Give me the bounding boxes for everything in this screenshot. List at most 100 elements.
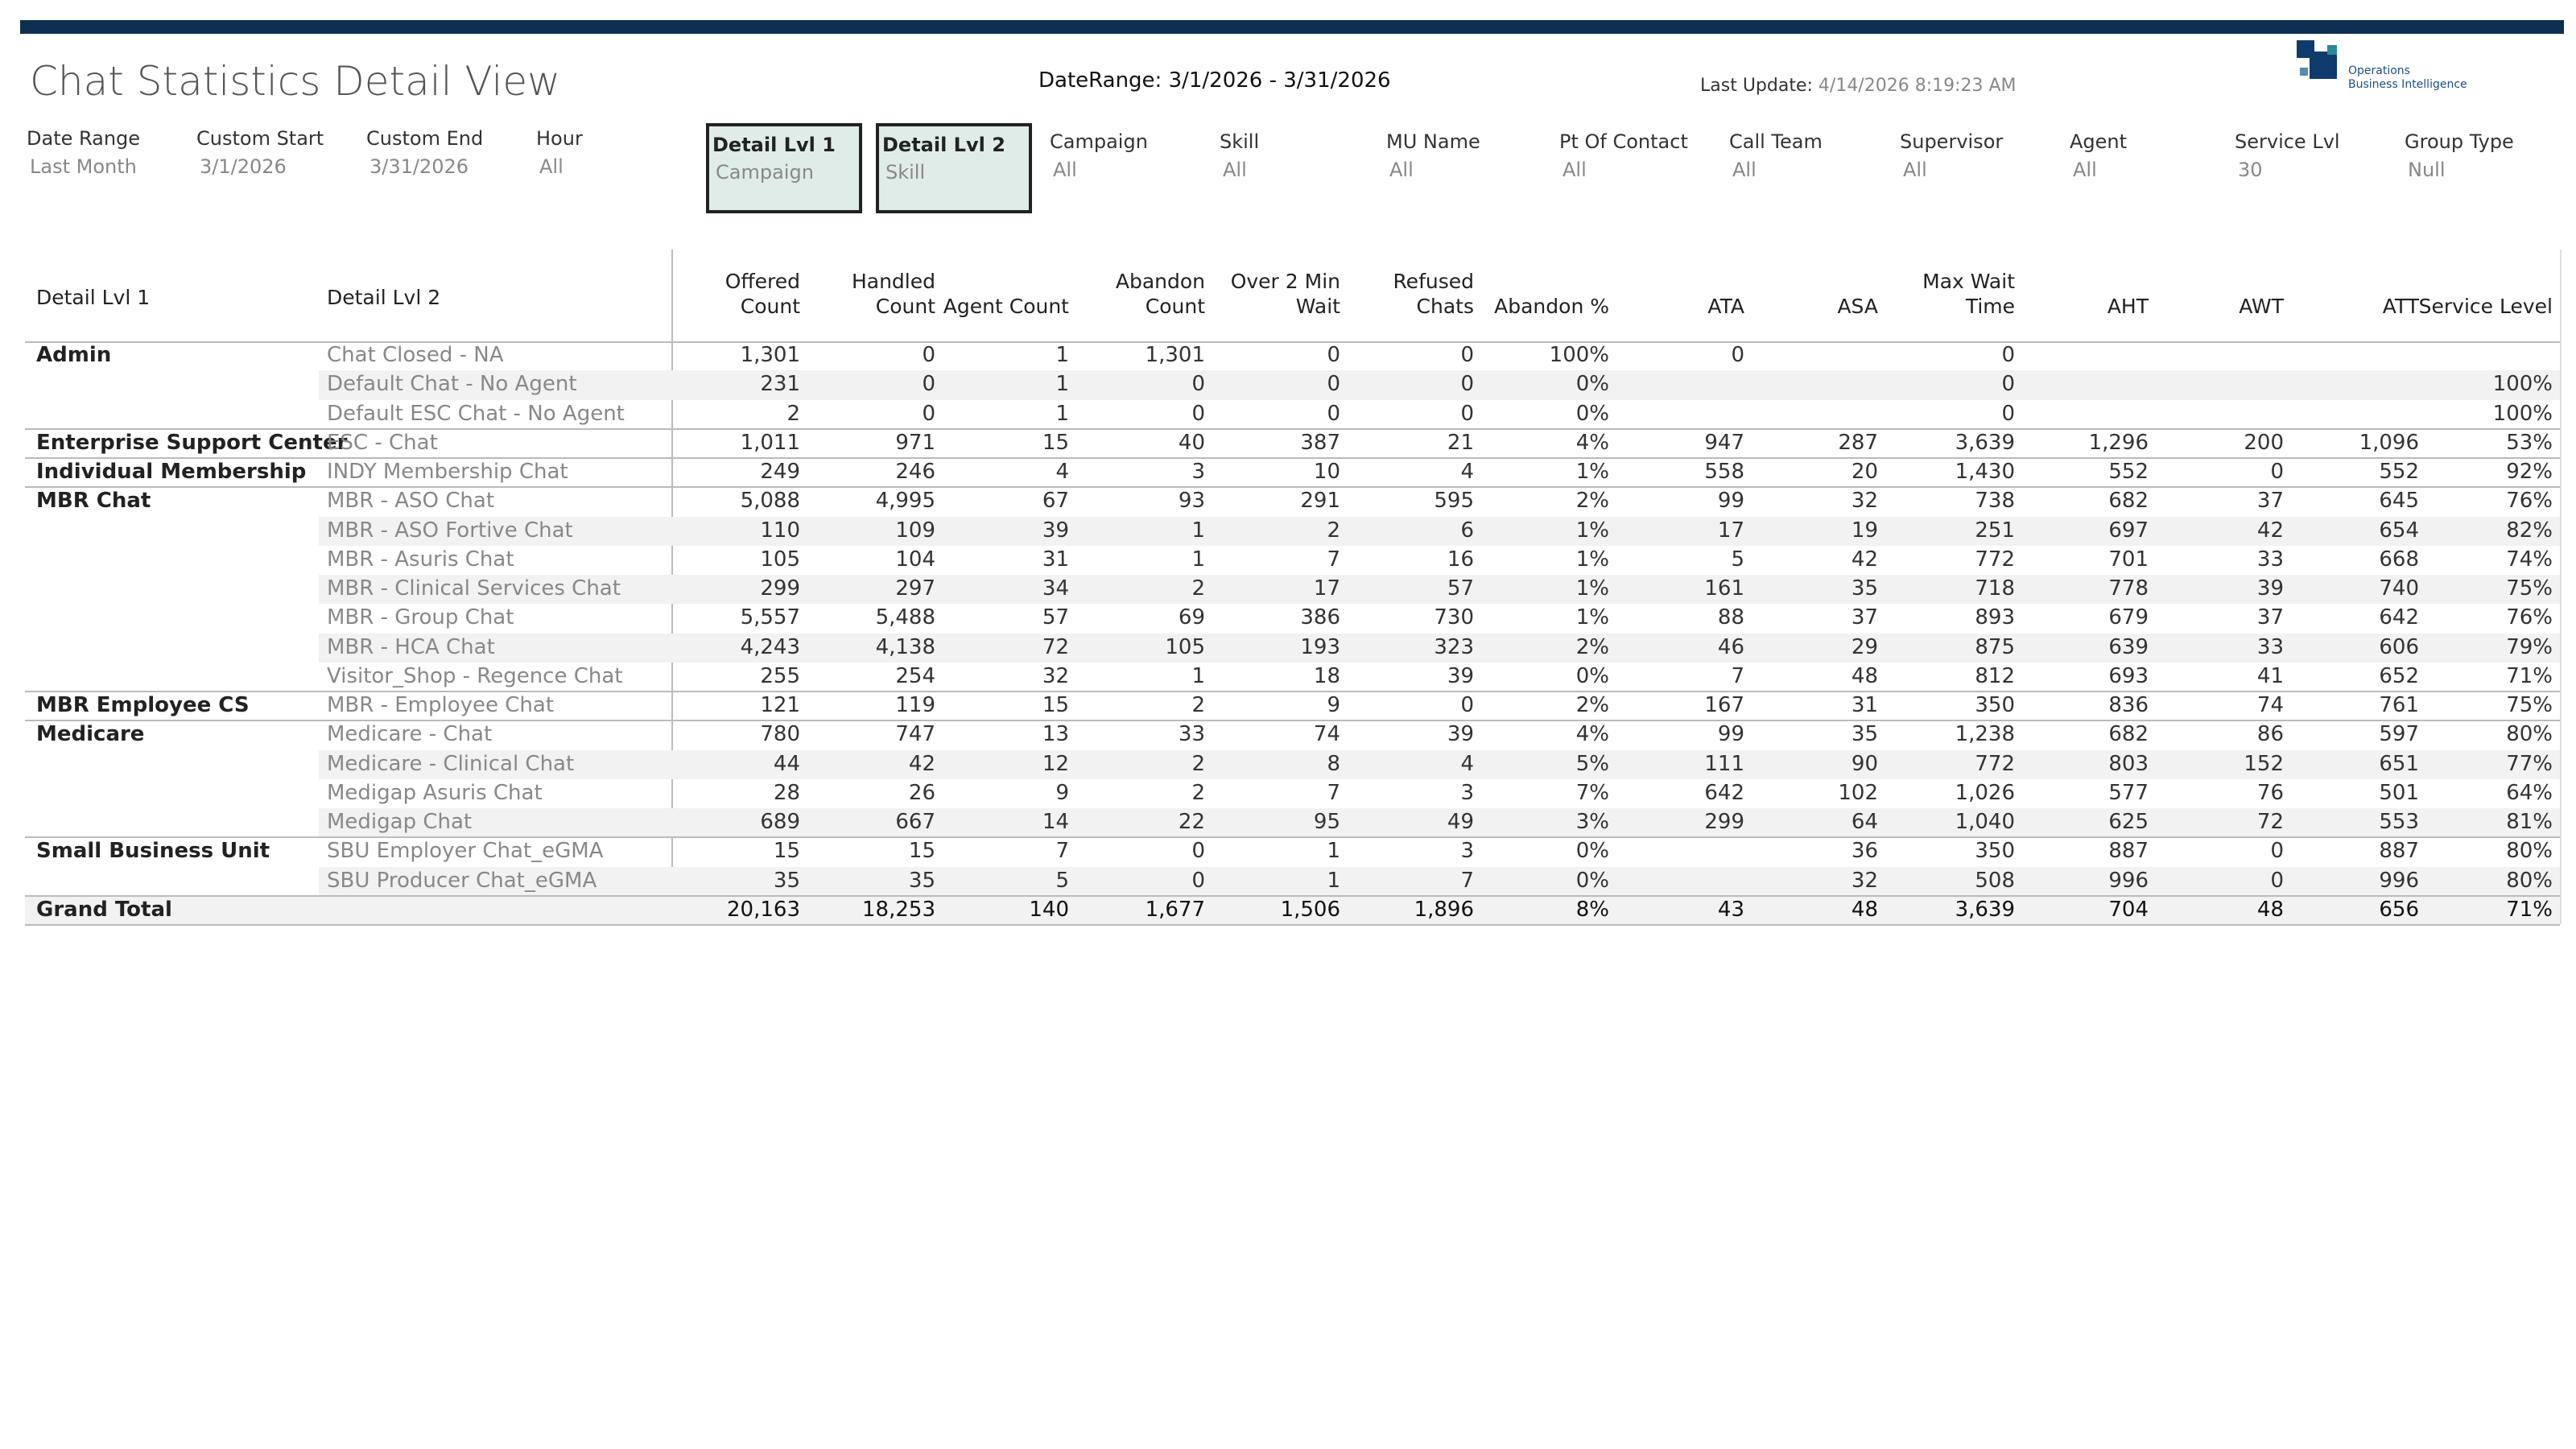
table-cell: 26 (908, 780, 935, 805)
table-cell: 88 (1717, 605, 1744, 630)
filter-box[interactable] (876, 123, 1032, 213)
filter-box[interactable] (706, 123, 862, 213)
table-cell: 10 (1313, 460, 1340, 484)
table-cell: 4% (1575, 722, 1609, 747)
filter-label: Group Type (2405, 130, 2514, 153)
table-cell: 803 (2108, 751, 2149, 776)
table-cell: 651 (2379, 751, 2419, 776)
table-cell: 778 (2108, 576, 2149, 601)
table-cell: 971 (895, 430, 935, 455)
total-cell: 140 (1029, 897, 1069, 922)
table-cell: 2% (1575, 693, 1609, 717)
filter-value[interactable]: All (1223, 159, 1247, 181)
table-cell: 1% (1575, 576, 1609, 601)
table-cell: 28 (773, 780, 800, 805)
detail-label: MBR - ASO Fortive Chat (327, 518, 573, 543)
table-cell: 887 (2379, 839, 2419, 864)
table-cell: 17 (1313, 576, 1340, 601)
table-cell: 33 (2256, 634, 2284, 659)
filter-value[interactable]: All (1563, 159, 1587, 181)
table-cell: 161 (1704, 576, 1744, 601)
table-cell: 996 (2108, 868, 2149, 893)
table-cell: 996 (2379, 868, 2419, 893)
filter-value[interactable]: All (539, 155, 564, 178)
table-cell: 0 (1327, 401, 1340, 426)
filter-value[interactable]: All (1053, 159, 1077, 181)
table-cell: 1 (1327, 839, 1340, 864)
table-cell: 5 (1731, 547, 1744, 572)
filter-value[interactable]: 3/31/2026 (369, 155, 469, 178)
table-cell: 0% (1575, 401, 1609, 426)
table-cell: 654 (2379, 518, 2419, 543)
last-update-label: Last Update: (1700, 76, 1813, 96)
table-cell: 772 (1975, 547, 2015, 572)
total-cell: 48 (2256, 897, 2284, 922)
table-cell: 76% (2506, 489, 2553, 514)
filter-value[interactable]: 3/1/2026 (200, 155, 287, 178)
table-cell: 287 (1838, 430, 1878, 455)
table-cell: 761 (2379, 693, 2419, 717)
table-cell: 57 (1042, 605, 1069, 630)
table-cell: 5,088 (740, 489, 800, 514)
table-cell: 0 (2270, 868, 2284, 893)
table-cell: 81% (2506, 810, 2553, 834)
filter-label: Service Lvl (2235, 130, 2340, 153)
table-cell: 0 (1191, 401, 1205, 426)
filter-label: Custom End (366, 127, 484, 150)
column-header: Agent Count (943, 295, 1069, 318)
table-cell: 5,557 (740, 605, 800, 630)
table-cell: 249 (760, 460, 800, 484)
table-cell: 812 (1975, 663, 2015, 688)
table-cell: 1,040 (1955, 810, 2015, 834)
table-cell: 740 (2379, 576, 2419, 601)
table-cell: 0 (2001, 401, 2015, 426)
table-cell: 323 (1434, 634, 1474, 659)
filter-value[interactable]: Null (2408, 159, 2446, 181)
table-cell: 0 (2270, 460, 2284, 484)
column-header: AWT (2239, 295, 2284, 318)
row-shade (319, 633, 2560, 663)
table-cell: 730 (1434, 605, 1474, 630)
table-cell: 2 (786, 401, 800, 426)
table-cell: 76 (2256, 780, 2284, 805)
filter-label: Agent (2070, 130, 2128, 153)
table-cell: 1% (1575, 460, 1609, 484)
table-cell: 0% (1575, 868, 1609, 893)
table-cell: 246 (895, 460, 935, 484)
table-cell: 836 (2108, 693, 2149, 717)
filter-label: Supervisor (1900, 130, 2004, 153)
table-cell: 35 (1851, 576, 1878, 601)
column-header: Abandon Count (1115, 270, 1205, 318)
table-cell: 718 (1975, 576, 2015, 601)
logo-line: Business Intelligence (2348, 78, 2467, 91)
filter-value[interactable]: All (1389, 159, 1414, 181)
table-cell: 37 (2256, 605, 2284, 630)
table-cell: 4 (1055, 460, 1069, 484)
filter-value[interactable]: All (1903, 159, 1927, 181)
filter-value[interactable]: Campaign (716, 161, 814, 184)
filter-value[interactable]: 30 (2238, 159, 2263, 181)
filter-value[interactable]: Skill (886, 161, 926, 184)
filter-label: Hour (536, 127, 583, 150)
total-cell: 1,506 (1280, 897, 1340, 922)
table-cell: 39 (2256, 576, 2284, 601)
table-cell: 18 (1313, 663, 1340, 688)
table-cell: 193 (1300, 634, 1340, 659)
table-cell: 747 (895, 722, 935, 747)
table-cell: 7 (1460, 868, 1474, 893)
dashboard-title: Chat Statistics Detail View (30, 58, 561, 105)
total-label: Grand Total (36, 897, 172, 922)
table-cell: 42 (1851, 547, 1878, 572)
filter-value[interactable]: All (1732, 159, 1757, 181)
row-shade (319, 749, 2560, 779)
table-cell: 104 (895, 547, 935, 572)
total-cell: 704 (2108, 897, 2149, 922)
filter-value[interactable]: Last Month (30, 155, 137, 178)
table-cell: 74 (2256, 693, 2284, 717)
detail-label: MBR - Clinical Services Chat (327, 576, 621, 601)
table-cell: 0 (2270, 839, 2284, 864)
table-cell: 1% (1575, 547, 1609, 572)
filter-value[interactable]: All (2073, 159, 2097, 181)
table-cell: 577 (2108, 780, 2149, 805)
table-cell: 15 (1042, 693, 1069, 717)
